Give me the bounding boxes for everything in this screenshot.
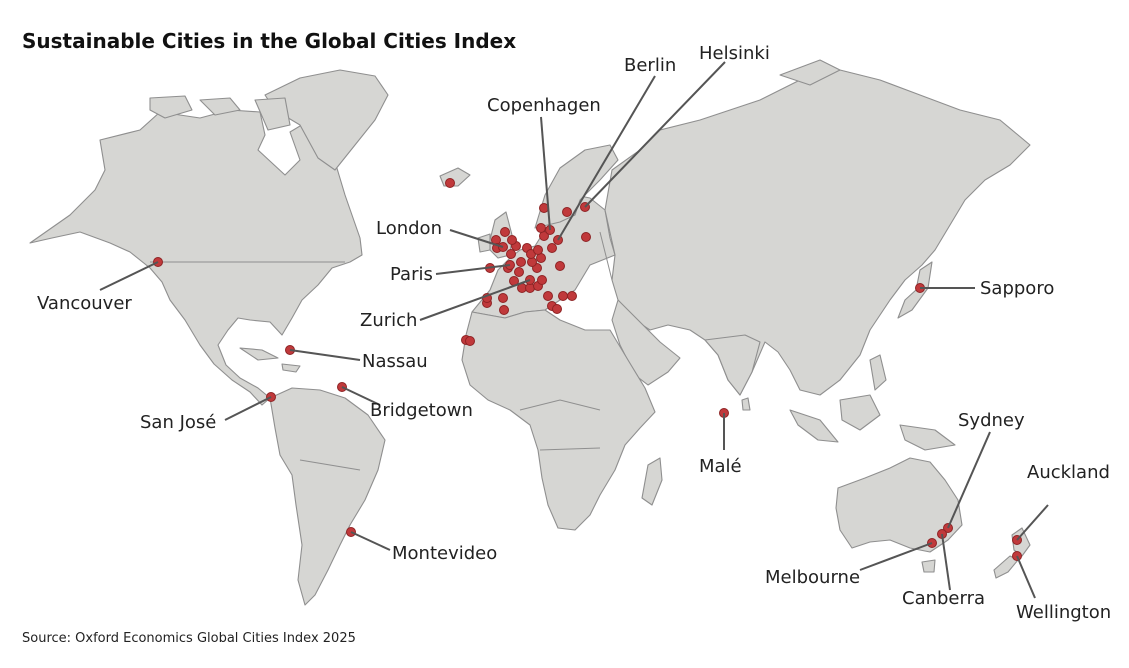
city-marker	[567, 291, 577, 301]
city-label-sydney: Sydney	[958, 410, 1025, 431]
leader-line-copenhagen	[540, 116, 551, 231]
city-marker	[498, 293, 508, 303]
country-borders	[150, 231, 613, 471]
iceland	[439, 167, 471, 187]
city-label-london: London	[376, 218, 442, 239]
city-marker	[533, 245, 543, 255]
ireland	[477, 233, 491, 253]
leader-line-auckland	[1016, 504, 1049, 541]
leader-line-zurich	[419, 279, 531, 321]
leader-line-london	[449, 229, 504, 248]
city-label-zurich: Zurich	[360, 310, 417, 331]
city-marker	[445, 178, 455, 188]
city-label-canberra: Canberra	[902, 588, 985, 609]
city-marker	[499, 305, 509, 315]
leader-line-canberra	[941, 533, 951, 591]
north-america	[29, 109, 363, 406]
city-label-auckland: Auckland	[1027, 462, 1110, 483]
madagascar	[641, 457, 663, 506]
greenland	[264, 69, 389, 171]
city-marker	[516, 257, 526, 267]
city-marker	[537, 275, 547, 285]
leader-line-nassau	[289, 349, 361, 361]
city-marker	[514, 267, 524, 277]
leader-line-paris	[435, 264, 511, 275]
leader-line-bridgetown	[341, 386, 381, 406]
leader-line-berlin	[557, 75, 656, 241]
arabia	[611, 299, 681, 386]
leader-line-san-jose	[224, 396, 272, 421]
india	[704, 334, 761, 396]
leader-line-sydney	[947, 431, 991, 529]
city-label-vancouver: Vancouver	[37, 293, 132, 314]
city-marker	[547, 243, 557, 253]
city-marker	[536, 223, 546, 233]
city-label-helsinki: Helsinki	[699, 43, 770, 64]
hispaniola	[281, 363, 301, 373]
city-marker	[543, 291, 553, 301]
city-label-wellington: Wellington	[1016, 602, 1111, 623]
source-note: Source: Oxford Economics Global Cities I…	[22, 631, 356, 646]
city-marker	[581, 232, 591, 242]
cuba	[239, 347, 279, 361]
arctic-island-1	[149, 95, 193, 119]
indonesia-borneo	[839, 394, 881, 431]
city-marker	[465, 336, 475, 346]
city-label-copenhagen: Copenhagen	[487, 95, 601, 116]
city-label-nassau: Nassau	[362, 351, 428, 372]
japan	[897, 261, 933, 319]
africa	[461, 309, 656, 531]
leader-line-helsinki	[584, 61, 726, 208]
leader-line-melbourne	[859, 542, 933, 571]
leader-line-vancouver	[99, 261, 159, 291]
city-marker	[506, 249, 516, 259]
south-america	[269, 387, 386, 606]
arctic-island-2	[199, 97, 241, 116]
city-label-male: Malé	[699, 456, 742, 477]
sri-lanka	[741, 397, 751, 411]
city-label-melbourne: Melbourne	[765, 567, 860, 588]
tasmania	[921, 559, 936, 573]
city-label-san-jose: San José	[140, 412, 216, 433]
map-title: Sustainable Cities in the Global Cities …	[22, 29, 516, 53]
city-marker	[558, 291, 568, 301]
australia	[835, 457, 963, 553]
city-labels: Vancouver Nassau San José Bridgetown Montevi…	[37, 43, 1111, 623]
indonesia-sumatra	[789, 409, 839, 443]
leader-line-montevideo	[350, 531, 391, 551]
city-label-bridgetown: Bridgetown	[370, 400, 473, 421]
new-guinea	[899, 424, 956, 451]
leader-lines	[99, 61, 1049, 599]
city-marker	[507, 235, 517, 245]
scandinavia	[534, 144, 619, 229]
city-label-paris: Paris	[390, 264, 433, 285]
asia	[604, 69, 1031, 396]
city-label-montevideo: Montevideo	[392, 543, 497, 564]
leader-line-wellington	[1016, 555, 1036, 599]
city-marker	[500, 227, 510, 237]
arctic-island-3	[254, 97, 291, 131]
philippines	[869, 354, 887, 391]
siberia-island	[779, 59, 841, 86]
city-marker	[555, 261, 565, 271]
city-label-berlin: Berlin	[624, 55, 676, 76]
city-marker	[552, 304, 562, 314]
city-label-sapporo: Sapporo	[980, 278, 1054, 299]
land-masses	[29, 59, 1031, 606]
city-marker	[562, 207, 572, 217]
